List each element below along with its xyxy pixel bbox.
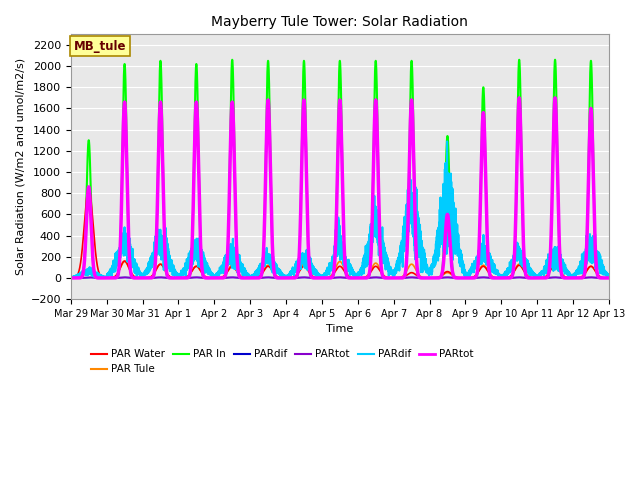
Title: Mayberry Tule Tower: Solar Radiation: Mayberry Tule Tower: Solar Radiation [211, 15, 468, 29]
Y-axis label: Solar Radiation (W/m2 and umol/m2/s): Solar Radiation (W/m2 and umol/m2/s) [15, 58, 25, 276]
Text: MB_tule: MB_tule [74, 40, 126, 53]
Legend: PAR Water, PAR Tule, PAR In, PARdif, PARtot, PARdif, PARtot: PAR Water, PAR Tule, PAR In, PARdif, PAR… [87, 345, 477, 379]
X-axis label: Time: Time [326, 324, 353, 335]
